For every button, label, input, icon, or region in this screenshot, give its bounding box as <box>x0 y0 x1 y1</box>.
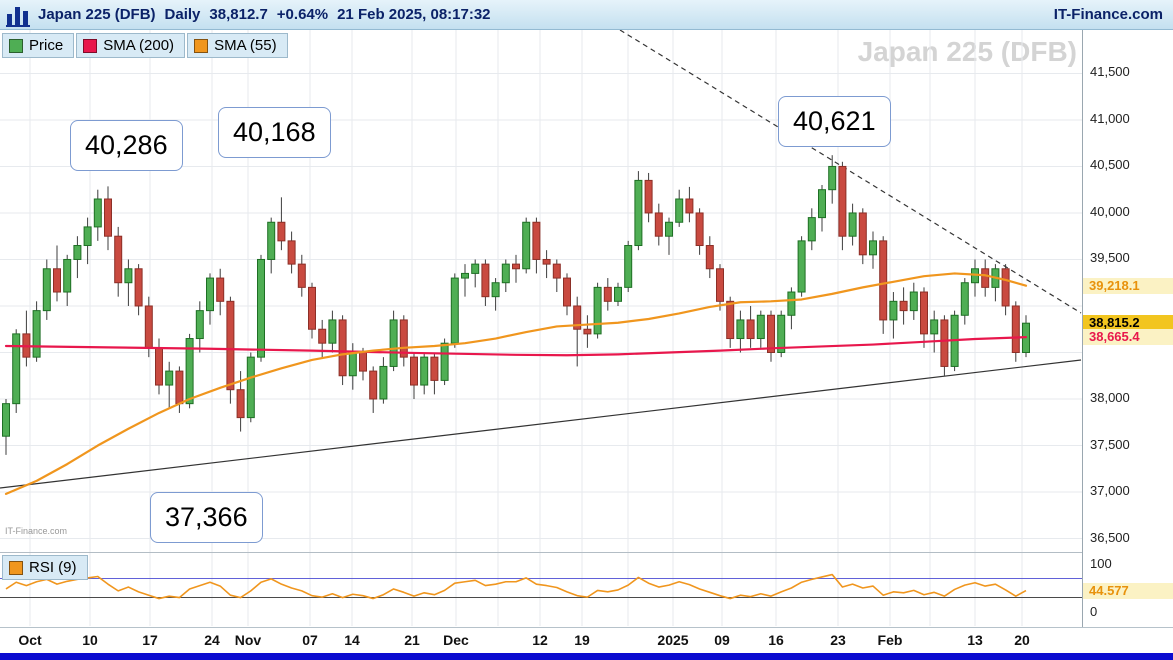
x-axis-label: 17 <box>142 632 158 648</box>
x-axis-label: 21 <box>404 632 420 648</box>
rsi-legend-chip-label: RSI (9) <box>29 559 77 576</box>
legend-chip-sma200[interactable]: SMA (200) <box>76 33 186 58</box>
x-axis-label: 19 <box>574 632 590 648</box>
x-axis-label: 14 <box>344 632 360 648</box>
sma200-value-tag: 38,665.4 <box>1083 329 1173 346</box>
rsi-value-tag: 44.577 <box>1083 582 1173 599</box>
price-legend: Price SMA (200) SMA (55) <box>2 33 288 58</box>
time-axis[interactable]: Oct 10 17 24 Nov 07 14 21 Dec 12 19 2025 09 16 23 Feb 13… <box>0 627 1173 653</box>
rsi-legend-chip[interactable]: RSI (9) <box>2 555 88 580</box>
y-axis-label: 37,000 <box>1090 483 1130 499</box>
candlestick-series[interactable] <box>2 155 1030 455</box>
sma55-value-tag: 39,218.1 <box>1083 277 1173 294</box>
price-annotation[interactable]: 40,168 <box>218 107 331 158</box>
x-axis-label: 24 <box>204 632 220 648</box>
y-axis-label: 39,500 <box>1090 250 1130 266</box>
sma200-line[interactable] <box>4 336 1028 357</box>
y-axis-label: 41,500 <box>1090 64 1130 80</box>
x-axis-label: 2025 <box>657 632 689 648</box>
chart-canvas[interactable] <box>0 0 1082 653</box>
legend-chip-price[interactable]: Price <box>2 33 75 58</box>
trendline-descending[interactable] <box>619 29 1082 314</box>
rsi-line[interactable] <box>5 573 1027 600</box>
x-axis-label: 09 <box>714 632 730 648</box>
rsi-swatch-icon <box>9 560 23 575</box>
legend-chip-sma200-label: SMA (200) <box>103 37 175 54</box>
sma55-swatch-icon <box>194 38 209 53</box>
chart-title: Japan 225 (DFB) Daily 38,812.7 +0.64% 21 Feb… <box>38 6 500 23</box>
trendline-ascending[interactable] <box>0 359 1082 489</box>
y-axis-label: 36,500 <box>1090 529 1130 545</box>
x-axis-label: Nov <box>234 632 262 648</box>
x-axis-label: 10 <box>82 632 98 648</box>
chart-watermark: Japan 225 (DFB) <box>857 36 1077 67</box>
x-axis-label: 20 <box>1014 632 1030 648</box>
price-annotation[interactable]: 40,621 <box>778 96 891 147</box>
title-timeframe: Daily <box>164 6 201 23</box>
legend-chip-sma55-label: SMA (55) <box>214 37 277 54</box>
price-swatch-icon <box>9 38 23 53</box>
y-axis-label: 38,000 <box>1090 390 1130 405</box>
y-axis-label: 40,000 <box>1090 203 1130 219</box>
y-axis-label: 37,500 <box>1090 436 1130 452</box>
title-datetime: 21 Feb 2025, 08:17:32 <box>337 6 491 23</box>
x-axis-label: Dec <box>443 632 469 648</box>
x-axis-label: 12 <box>532 632 548 648</box>
price-annotation[interactable]: 40,286 <box>70 120 183 171</box>
y-axis-label: 41,000 <box>1090 110 1130 126</box>
price-axis[interactable]: 41,500 41,000 40,500 40,000 39,500 38,000 37,5… <box>1082 30 1173 627</box>
price-annotation[interactable]: 37,366 <box>150 492 263 543</box>
sma200-swatch-icon <box>83 38 98 53</box>
last-value-tag: 38,815.2 <box>1083 315 1173 332</box>
title-last-price: 38,812.7 <box>209 6 268 23</box>
brand-label: IT-Finance.com <box>1053 6 1163 23</box>
title-instrument: Japan 225 (DFB) <box>38 6 156 23</box>
title-change-pct: +0.64% <box>276 6 329 23</box>
rsi-axis-label: 100 <box>1090 556 1112 571</box>
x-axis-label: 13 <box>967 632 983 648</box>
header-bar: Japan 225 (DFB) Daily 38,812.7 +0.64% 21 Feb… <box>0 0 1173 30</box>
x-axis-label: 07 <box>302 632 318 648</box>
rsi-axis-label: 0 <box>1090 604 1098 619</box>
y-axis-label: 40,500 <box>1090 157 1130 173</box>
logo-icon <box>6 6 30 27</box>
x-axis-label: 16 <box>768 632 784 648</box>
status-bar <box>0 653 1173 660</box>
x-axis-label: Feb <box>877 632 903 648</box>
legend-chip-price-label: Price <box>29 37 64 54</box>
chart-brand-watermark: IT-Finance.com <box>5 526 68 536</box>
x-axis-label: Oct <box>18 632 42 648</box>
sma55-line[interactable] <box>4 272 1028 495</box>
x-axis-label: 23 <box>830 632 846 648</box>
legend-chip-sma55[interactable]: SMA (55) <box>187 33 288 58</box>
